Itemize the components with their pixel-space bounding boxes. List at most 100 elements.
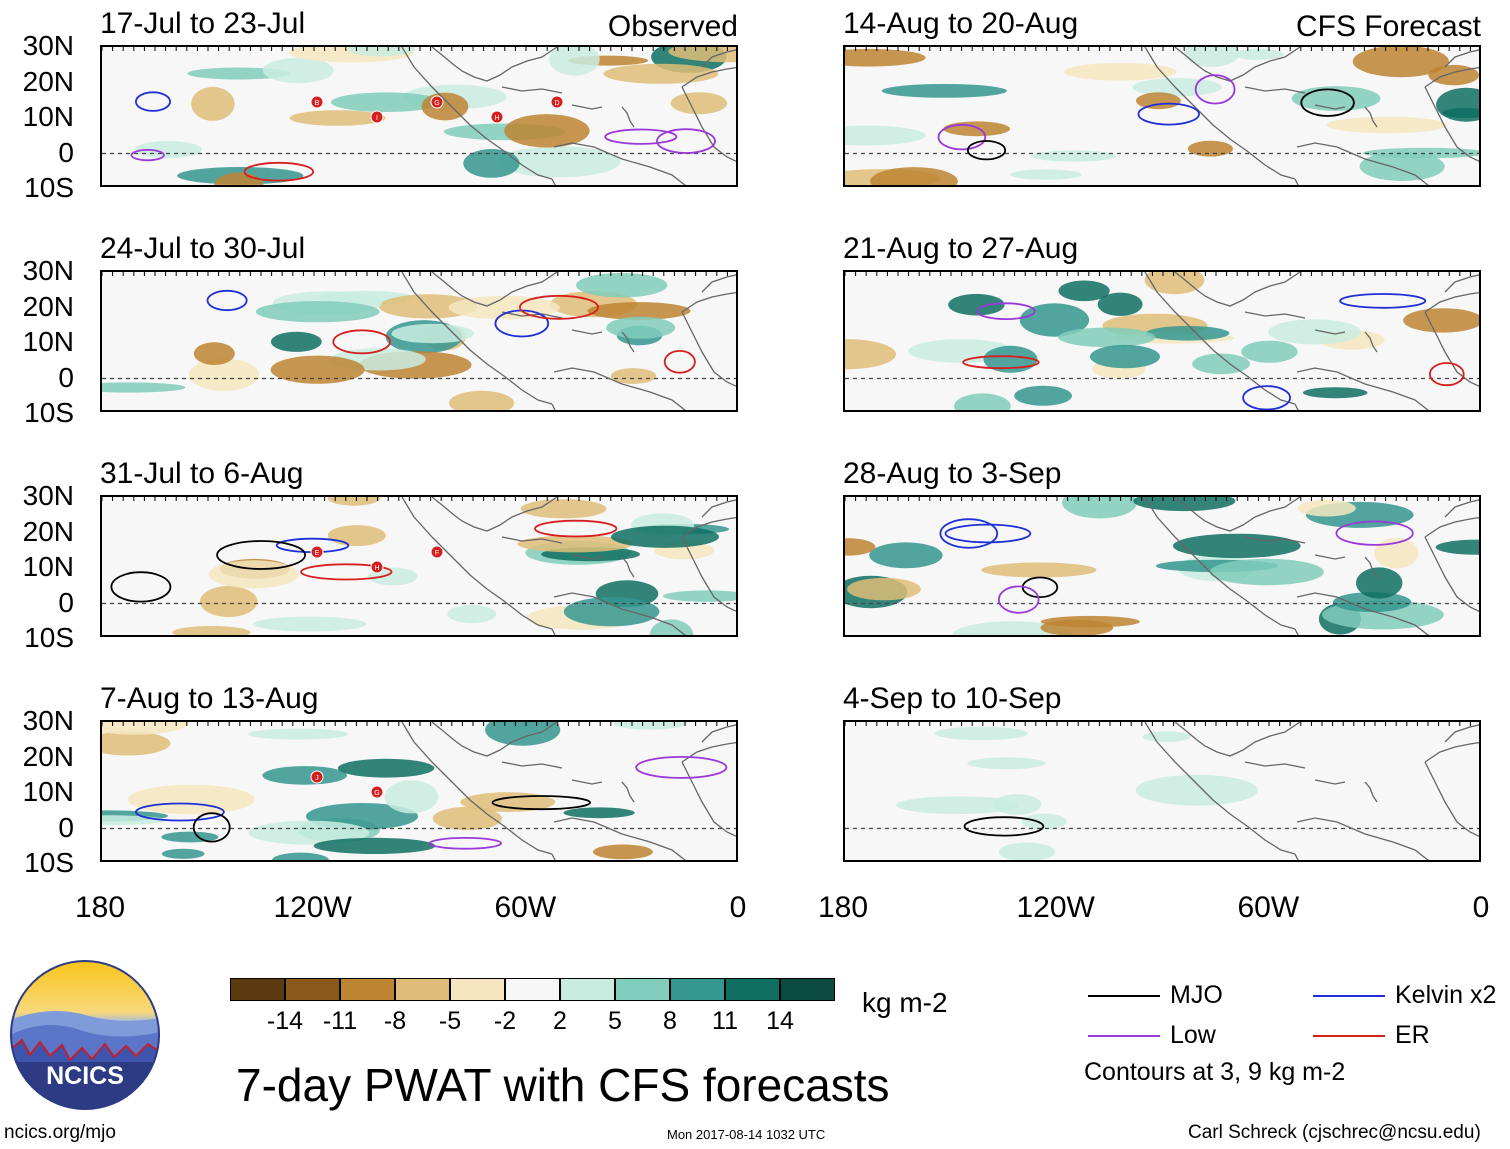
legend-line	[1088, 995, 1160, 997]
wave-contour	[1194, 74, 1236, 105]
coastline	[553, 592, 686, 635]
wave-contour	[243, 161, 314, 182]
coastline	[1424, 291, 1479, 313]
coastline	[501, 86, 563, 94]
pwat-anomaly-area	[191, 86, 235, 121]
coastline	[1174, 272, 1301, 307]
pwat-anomaly-area	[378, 294, 478, 319]
legend-line	[1313, 995, 1385, 997]
pwat-anomaly-area	[504, 114, 590, 148]
pwat-anomaly-area	[1268, 319, 1362, 345]
coastline	[431, 722, 558, 757]
ncics-logo: NCICS	[10, 960, 160, 1110]
panel-title: 21-Aug to 27-Aug	[843, 232, 1079, 265]
pwat-anomaly-area	[463, 149, 520, 178]
wave-contour	[963, 816, 1045, 837]
coastline	[401, 497, 553, 630]
coastline	[701, 274, 736, 293]
pwat-anomaly-area	[102, 731, 171, 756]
coastline	[1296, 817, 1429, 860]
coastline	[553, 142, 686, 185]
storm-marker: D	[550, 95, 564, 109]
colorbar-label: 2	[553, 1007, 567, 1035]
map-panel	[843, 45, 1481, 187]
lon-tick-label: 60W	[1237, 891, 1300, 924]
pwat-anomaly-area	[611, 525, 719, 548]
panel-title: 31-Jul to 6-Aug	[100, 457, 304, 490]
pwat-anomaly-area	[1019, 303, 1090, 337]
lat-tick-label: 20N	[22, 290, 74, 322]
pwat-anomaly-area	[845, 538, 876, 556]
coastline	[431, 272, 558, 307]
wave-contour	[604, 128, 678, 145]
wave-contour	[663, 350, 696, 374]
wave-contour	[1137, 102, 1200, 126]
wave-contour	[1242, 385, 1291, 410]
coastline	[1424, 536, 1479, 612]
coastline	[1314, 779, 1346, 785]
map-panel: B I G H D	[100, 45, 738, 187]
pwat-anomaly-area	[1291, 86, 1381, 111]
pwat-anomaly-area	[384, 780, 439, 814]
pwat-anomaly-area	[563, 807, 635, 819]
map-canvas	[845, 722, 1479, 860]
pwat-anomaly-area	[1142, 731, 1191, 743]
pwat-anomaly-area	[1172, 533, 1301, 559]
pwat-anomaly-area	[1333, 592, 1412, 613]
storm-marker: E	[310, 545, 324, 559]
logo-text: NCICS	[46, 1062, 124, 1090]
pwat-anomaly-area	[1303, 387, 1368, 399]
coastline	[1444, 49, 1479, 68]
storm-letter: H	[494, 115, 499, 122]
coastline	[551, 853, 556, 860]
coastline	[553, 367, 686, 410]
lat-tick-label: 20N	[22, 65, 74, 97]
coastline	[1444, 499, 1479, 518]
footer-url[interactable]: ncics.org/mjo	[4, 1122, 116, 1143]
wave-contour	[1300, 88, 1355, 117]
legend-label: MJO	[1170, 981, 1223, 1009]
pwat-anomaly-area	[248, 820, 370, 845]
pwat-anomaly-area	[1232, 48, 1284, 60]
wave-contour	[332, 329, 392, 355]
map-canvas	[845, 497, 1479, 635]
lat-tick-label: 10S	[24, 397, 74, 428]
lat-tick-label: 10N	[22, 101, 74, 132]
coastline	[1444, 724, 1479, 743]
observed-label: Observed	[607, 10, 738, 43]
wave-contour	[1428, 362, 1465, 387]
coastline	[621, 331, 635, 353]
map-panel	[843, 495, 1481, 637]
wave-contour	[491, 795, 591, 811]
colorbar-label: -14	[266, 1007, 304, 1035]
coastline	[681, 536, 736, 612]
wave-contour	[216, 540, 307, 570]
pwat-anomaly-area	[934, 726, 1028, 741]
pwat-anomaly-area	[1326, 116, 1448, 134]
pwat-anomaly-area	[172, 626, 251, 635]
lat-tick-label: 10N	[22, 551, 74, 582]
wave-contour	[110, 571, 172, 603]
pwat-anomaly-area	[271, 852, 330, 860]
panel-title: 24-Jul to 30-Jul	[100, 232, 306, 265]
pwat-anomaly-area	[460, 792, 556, 812]
coastline	[1424, 741, 1479, 763]
pwat-anomaly-area	[1135, 92, 1181, 110]
lat-tick-label: 30N	[22, 30, 74, 61]
pwat-anomaly-area	[262, 766, 347, 785]
pwat-anomaly-area	[869, 542, 943, 569]
footer-timestamp: Mon 2017-08-14 1032 UTC	[667, 1127, 826, 1142]
coastline	[1244, 536, 1306, 544]
panel-title: 17-Jul to 23-Jul	[100, 7, 306, 40]
colorbar-swatch	[505, 978, 560, 1001]
pwat-anomaly-area	[1187, 140, 1233, 157]
lon-tick-label: 120W	[273, 891, 352, 924]
contour-note: Contours at 3, 9 kg m-2	[1084, 1058, 1346, 1086]
storm-letter: B	[315, 100, 320, 107]
storm-letter: J	[315, 775, 319, 782]
coastline	[1144, 47, 1296, 180]
lon-tick-label: 0	[729, 891, 747, 924]
coastline	[681, 86, 736, 162]
pwat-anomaly-area	[896, 796, 1020, 815]
pwat-anomaly-area	[337, 758, 435, 778]
